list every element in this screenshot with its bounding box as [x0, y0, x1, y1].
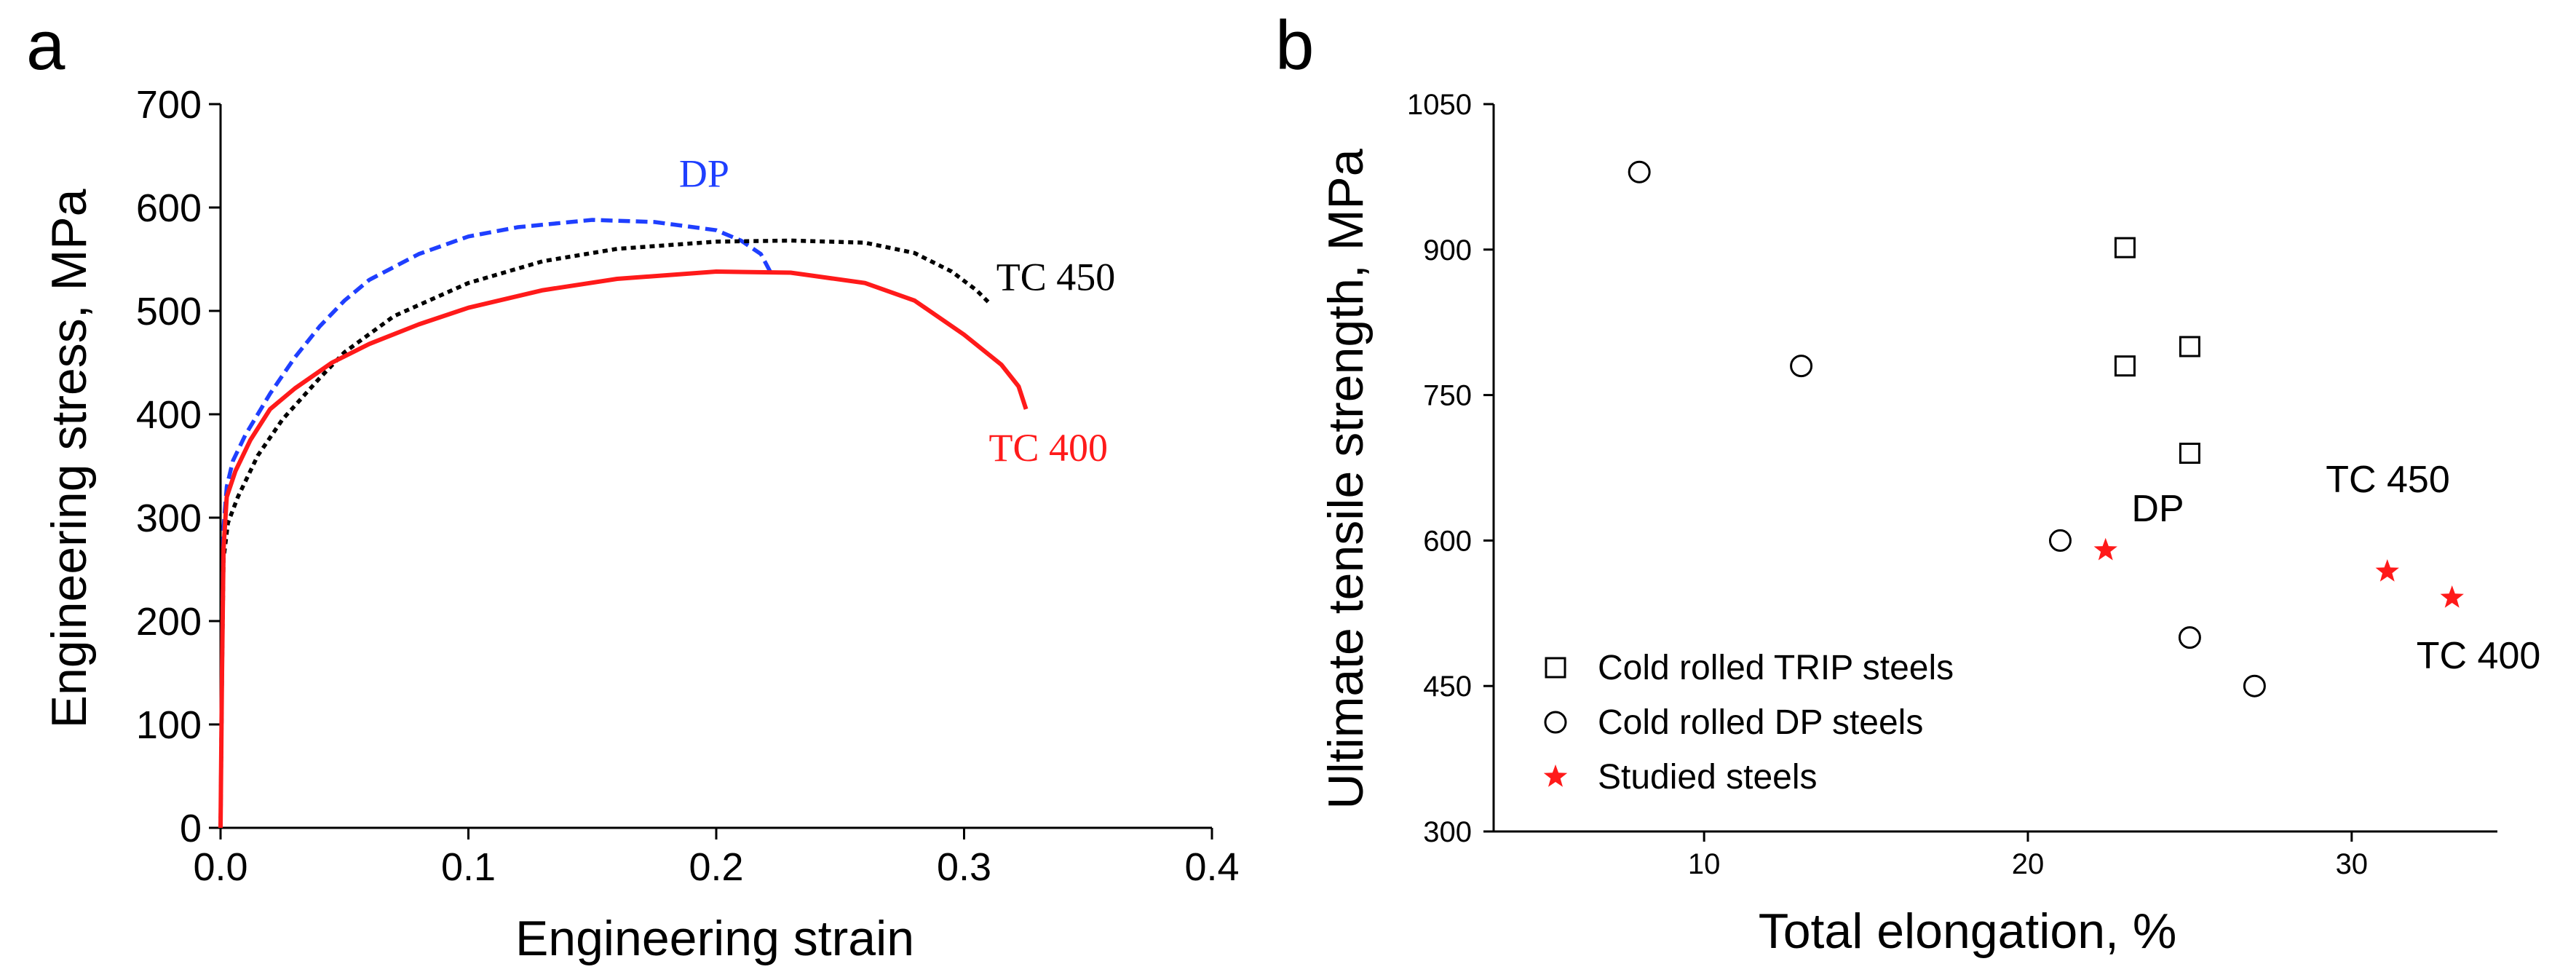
point-circle	[2048, 529, 2072, 552]
panel-a-y-tick-label: 700	[136, 83, 202, 127]
panel-a-y-tick-label: 500	[136, 290, 202, 333]
panel-b-legend: Cold rolled TRIP steels Cold rolled DP st…	[1543, 649, 1954, 797]
legend-label: Cold rolled TRIP steels	[1598, 649, 1954, 687]
point-circle	[2178, 626, 2201, 649]
panel-a-x-tick-label: 0.4	[1184, 845, 1239, 889]
panel-b-y-tick-label: 750	[1423, 380, 1472, 412]
panel-a-x-tick-label: 0.1	[441, 845, 496, 889]
series-label-tc-450: TC 450	[996, 256, 1116, 299]
panel-a-y-tick-label: 300	[136, 497, 202, 540]
panel-b-y-tick-label: 600	[1423, 525, 1472, 557]
panel-a-letter: a	[26, 7, 66, 84]
panel-a-y-ticks: 0 100 200 300 400 500 600 700	[136, 83, 221, 850]
legend-marker-star	[1543, 764, 1568, 787]
point-label: DP	[2131, 488, 2184, 530]
panel-b-x-tick-label: 30	[2336, 848, 2369, 880]
panel-a-y-tick-label: 600	[136, 186, 202, 230]
series-line-dp	[218, 218, 773, 829]
series-label-dp: DP	[679, 152, 729, 196]
point-label: TC 400	[2417, 635, 2541, 677]
panel-b-y-tick-label: 900	[1423, 234, 1472, 266]
point-circle	[1628, 160, 1651, 183]
panel-b-y-tick-label: 300	[1423, 816, 1472, 848]
panel-a-x-tick-label: 0.0	[193, 845, 247, 889]
panel-b-points: DP TC 450 TC 400	[1628, 160, 2541, 698]
panel-a-y-axis-label: Engineering stress, MPa	[41, 189, 97, 728]
point-square	[2179, 443, 2200, 465]
point-star	[2440, 585, 2464, 608]
point-circle	[2243, 674, 2266, 698]
legend-label: Studied steels	[1598, 758, 1818, 797]
panel-b-x-ticks: 10 20 30	[1688, 831, 2368, 880]
series-line-tc-400	[218, 269, 1029, 829]
panel-b-letter: b	[1275, 7, 1314, 84]
legend-marker-circle	[1544, 711, 1567, 734]
panel-a-x-tick-label: 0.2	[689, 845, 743, 889]
panel-b-y-tick-label: 1050	[1407, 89, 1472, 121]
panel-b-y-axis-label: Ultimate tensile strength, MPa	[1318, 149, 1374, 809]
point-square	[2179, 336, 2200, 357]
panel-a-line-chart: a Engineering stress, MPa Engineering st…	[26, 7, 1240, 966]
legend-marker-square	[1545, 657, 1566, 679]
point-star	[2375, 559, 2399, 582]
point-square	[2114, 237, 2136, 258]
panel-b-x-tick-label: 10	[1688, 848, 1721, 880]
panel-a-series: DP TC 450 TC 400	[218, 152, 1116, 829]
point-circle	[1790, 355, 1813, 378]
panel-b-x-axis-label: Total elongation, %	[1759, 904, 2177, 959]
panel-a-x-tick-label: 0.3	[937, 845, 991, 889]
series-line-tc-450	[218, 238, 991, 829]
panel-a-x-axis-label: Engineering strain	[515, 911, 914, 966]
panel-b-y-ticks: 300 450 600 750 900 1050	[1407, 89, 1494, 848]
panel-a-y-tick-label: 100	[136, 703, 202, 747]
point-square	[2114, 355, 2136, 377]
series-label-tc-400: TC 400	[989, 426, 1109, 470]
panel-b-x-tick-label: 20	[2012, 848, 2045, 880]
panel-b-y-tick-label: 450	[1423, 671, 1472, 703]
legend-label: Cold rolled DP steels	[1598, 703, 1923, 742]
panel-a-x-ticks: 0.0 0.1 0.2 0.3 0.4	[193, 828, 1240, 889]
point-label: TC 450	[2326, 459, 2450, 501]
panel-a-y-tick-label: 400	[136, 393, 202, 437]
panel-a-y-tick-label: 0	[180, 807, 202, 850]
panel-b-scatter-chart: b Ultimate tensile strength, MPa Total e…	[1275, 7, 2540, 959]
panel-a-y-tick-label: 200	[136, 600, 202, 644]
point-star	[2093, 537, 2117, 561]
